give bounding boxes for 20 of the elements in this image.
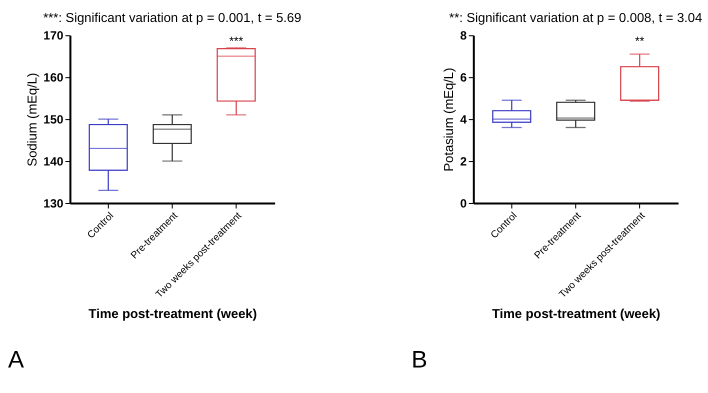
y-tick-label: 8 xyxy=(460,28,468,43)
chart-title: **: Significant variation at p = 0.008, t = 3.04 xyxy=(449,10,702,26)
text: B xyxy=(411,346,428,374)
y-tick-label: 0 xyxy=(460,196,468,210)
x-axis-title: Time post-treatment (week) xyxy=(88,306,257,321)
text: A xyxy=(8,346,24,374)
y-tick-label: 150 xyxy=(43,112,64,127)
y-tick-label: 2 xyxy=(460,154,468,169)
y-tick-label: 140 xyxy=(43,154,64,169)
y-tick-label: 170 xyxy=(43,28,64,43)
annotation: *** xyxy=(229,34,244,48)
annotation: ** xyxy=(634,34,645,48)
x-axis-title: Time post-treatment (week) xyxy=(492,306,660,321)
y-tick-label: 4 xyxy=(460,112,468,127)
chart-title: ***: Significant variation at p = 0.001, t = 5.69 xyxy=(43,10,302,26)
y-tick-label: 6 xyxy=(460,70,468,85)
y-tick-label: 130 xyxy=(43,196,64,210)
y-tick-label: 160 xyxy=(43,70,64,85)
y-axis-title: Sodium (mEq/L) xyxy=(24,72,40,166)
y-axis-title: Potasium (mEq/L) xyxy=(441,68,456,172)
